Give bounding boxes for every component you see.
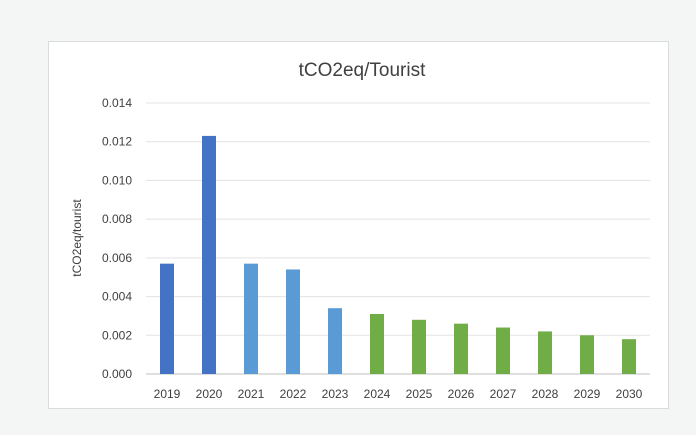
bar-2019 [160, 263, 174, 374]
bar-2021 [244, 263, 258, 374]
bar-2029 [580, 335, 594, 374]
x-tick-label: 2026 [448, 387, 475, 401]
chart-title: tCO2eq/Tourist [299, 60, 426, 81]
x-tick-label: 2020 [196, 387, 223, 401]
x-tick-label: 2029 [574, 387, 601, 401]
y-tick-label: 0.008 [102, 212, 132, 226]
chart-frame [48, 41, 669, 409]
bar-2020 [202, 135, 216, 374]
x-tick-label: 2030 [616, 387, 643, 401]
y-tick-label: 0.000 [102, 367, 132, 381]
bar-2028 [538, 331, 552, 374]
bar-2026 [454, 323, 468, 374]
bar-2030 [622, 339, 636, 374]
y-tick-label: 0.010 [102, 173, 132, 187]
bar-2024 [370, 313, 384, 374]
bar-2025 [412, 319, 426, 374]
x-tick-label: 2025 [406, 387, 433, 401]
x-tick-label: 2022 [280, 387, 307, 401]
x-tick-label: 2023 [322, 387, 349, 401]
y-tick-label: 0.006 [102, 251, 132, 265]
x-tick-label: 2028 [532, 387, 559, 401]
x-tick-labels: 2019 2020 2021 2022 2023 2024 2025 2026 2027 2028… [154, 387, 643, 401]
x-tick-label: 2019 [154, 387, 181, 401]
bar-2022 [286, 269, 300, 374]
x-tick-label: 2027 [490, 387, 517, 401]
y-axis-title: tCO2eq/tourist [70, 199, 84, 277]
y-tick-label: 0.012 [102, 135, 132, 149]
y-tick-label: 0.002 [102, 328, 132, 342]
bars [160, 135, 636, 374]
y-tick-label: 0.014 [102, 96, 132, 110]
bar-2023 [328, 308, 342, 374]
gridlines [146, 102, 650, 375]
bar-2027 [496, 327, 510, 374]
y-tick-labels: 0.000 0.002 0.004 0.006 0.008 0.010 0.012 0.014 [102, 96, 132, 381]
x-tick-label: 2021 [238, 387, 265, 401]
y-tick-label: 0.004 [102, 290, 132, 304]
x-tick-label: 2024 [364, 387, 391, 401]
